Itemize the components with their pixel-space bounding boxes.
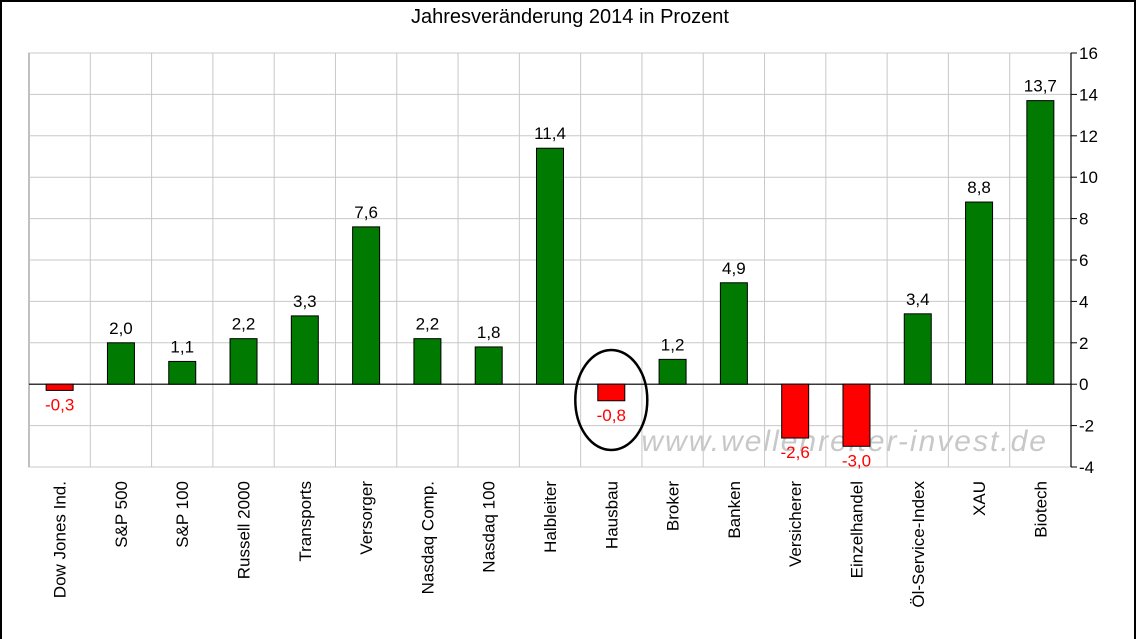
data-label: 2,2 — [232, 315, 256, 334]
bar — [229, 338, 258, 385]
bar — [965, 201, 994, 385]
x-tick-label: Versicherer — [786, 481, 805, 567]
bar — [106, 342, 135, 385]
chart-title: Jahresveränderung 2014 in Prozent — [411, 6, 729, 28]
y-tick-label: 10 — [1079, 168, 1098, 187]
x-tick-label: Nasdaq Comp. — [418, 481, 437, 594]
data-label: 1,1 — [170, 337, 194, 356]
data-label: 11,4 — [534, 124, 566, 143]
x-tick-label: Russell 2000 — [235, 481, 254, 579]
data-label: 8,8 — [967, 178, 991, 197]
data-label: 4,9 — [722, 259, 746, 278]
data-label: -2,6 — [781, 443, 810, 462]
data-label: -3,0 — [842, 451, 871, 470]
y-tick-label: 6 — [1079, 251, 1088, 270]
x-tick-label: Halbleiter — [541, 481, 560, 553]
y-tick-label: 4 — [1079, 292, 1088, 311]
bar — [1026, 100, 1055, 385]
y-tick-label: 12 — [1079, 127, 1098, 146]
x-tick-label: Öl-Service-Index — [909, 481, 928, 608]
bar — [658, 358, 687, 385]
data-label: 7,6 — [354, 203, 378, 222]
x-tick-label: Transports — [296, 481, 315, 562]
x-tick-label: Biotech — [1031, 481, 1050, 538]
y-tick-label: 2 — [1079, 334, 1088, 353]
bar — [842, 383, 871, 447]
bar — [597, 383, 626, 402]
x-tick-label: Dow Jones Ind. — [51, 481, 70, 598]
data-label: 13,7 — [1024, 77, 1057, 96]
data-label: 1,8 — [477, 323, 501, 342]
x-tick-label: Broker — [664, 481, 683, 531]
data-label: -0,8 — [597, 406, 626, 425]
y-tick-label: 8 — [1079, 210, 1088, 229]
x-tick-label: S&P 500 — [112, 481, 131, 548]
data-label: 2,2 — [416, 315, 440, 334]
bar — [168, 360, 197, 385]
bar — [536, 147, 564, 385]
x-tick-label: Hausbau — [602, 481, 621, 549]
y-tick-label: -4 — [1079, 458, 1094, 477]
bar — [903, 313, 932, 385]
x-tick-label: Nasdaq 100 — [480, 481, 499, 573]
y-tick-label: 14 — [1079, 85, 1098, 104]
bar — [719, 282, 748, 385]
x-tick-label: XAU — [970, 481, 989, 516]
x-tick-label: S&P 100 — [173, 481, 192, 548]
data-label: 2,0 — [109, 319, 133, 338]
bar — [781, 383, 810, 439]
highlight-circle — [574, 348, 649, 452]
bar — [413, 338, 442, 385]
bar — [352, 226, 381, 385]
data-label: 3,3 — [293, 292, 317, 311]
bar — [45, 383, 74, 391]
y-tick-label: -2 — [1079, 417, 1094, 436]
bar — [290, 315, 319, 385]
data-label: 1,2 — [661, 335, 685, 354]
x-tick-label: Banken — [725, 481, 744, 539]
data-label: -0,3 — [45, 395, 74, 414]
data-label: 3,4 — [906, 290, 930, 309]
y-tick-label: 16 — [1079, 44, 1098, 63]
x-tick-label: Versorger — [357, 481, 376, 555]
bar — [474, 346, 503, 385]
y-tick-label: 0 — [1079, 375, 1088, 394]
x-tick-label: Einzelhandel — [847, 481, 866, 578]
